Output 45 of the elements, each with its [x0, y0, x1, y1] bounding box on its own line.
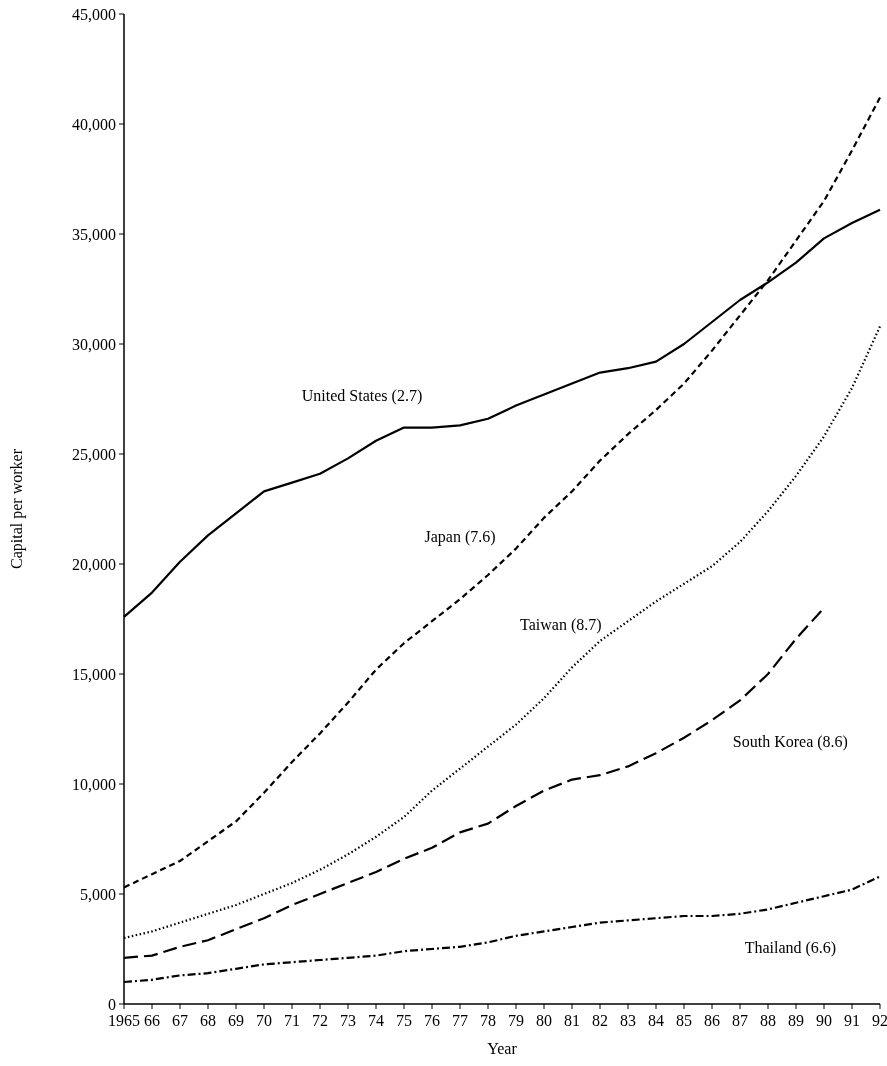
y-tick-label: 20,000: [72, 555, 116, 573]
x-tick-label: 71: [284, 1012, 300, 1029]
x-tick-label: 84: [648, 1012, 664, 1029]
x-tick-label: 77: [452, 1012, 468, 1029]
y-axis-title: Capital per worker: [8, 448, 26, 569]
x-tick-label: 88: [760, 1012, 776, 1029]
x-tick-label: 67: [172, 1012, 188, 1029]
x-tick-label: 75: [396, 1012, 412, 1029]
x-tick-label: 76: [424, 1012, 440, 1029]
x-tick-label: 68: [200, 1012, 216, 1029]
x-axis-title: Year: [487, 1040, 518, 1057]
x-tick-label: 80: [536, 1012, 552, 1029]
x-tick-label: 90: [816, 1012, 832, 1029]
x-tick-label: 1965: [108, 1012, 140, 1029]
x-tick-label: 87: [732, 1012, 748, 1029]
series-label: Japan (7.6): [424, 528, 496, 546]
x-tick-label: 70: [256, 1012, 272, 1029]
y-tick-label: 5,000: [80, 885, 116, 903]
x-tick-label: 92: [872, 1012, 887, 1029]
x-tick-label: 85: [676, 1012, 692, 1029]
y-tick-label: 25,000: [72, 445, 116, 463]
y-tick-label: 30,000: [72, 335, 116, 353]
x-tick-label: 86: [704, 1012, 720, 1029]
series-label: Taiwan (8.7): [520, 616, 602, 634]
x-tick-label: 83: [620, 1012, 636, 1029]
y-tick-label: 45,000: [72, 5, 116, 23]
x-tick-label: 72: [312, 1012, 328, 1029]
x-tick-label: 69: [228, 1012, 244, 1029]
x-tick-label: 74: [368, 1012, 384, 1029]
y-tick-label: 35,000: [72, 225, 116, 243]
x-tick-label: 89: [788, 1012, 804, 1029]
x-tick-label: 79: [508, 1012, 524, 1029]
y-tick-label: 40,000: [72, 115, 116, 133]
series-label: South Korea (8.6): [732, 732, 848, 751]
x-tick-label: 91: [844, 1012, 860, 1029]
y-tick-label: 0: [108, 995, 116, 1013]
series-label: Thailand (6.6): [744, 939, 837, 958]
x-tick-label: 66: [144, 1012, 160, 1029]
x-tick-label: 82: [592, 1012, 608, 1029]
x-tick-label: 81: [564, 1012, 580, 1029]
x-tick-label: 73: [340, 1012, 356, 1029]
x-tick-label: 78: [480, 1012, 496, 1029]
y-tick-label: 15,000: [72, 665, 116, 683]
y-tick-label: 10,000: [72, 775, 116, 793]
series-label: United States (2.7): [301, 387, 423, 406]
